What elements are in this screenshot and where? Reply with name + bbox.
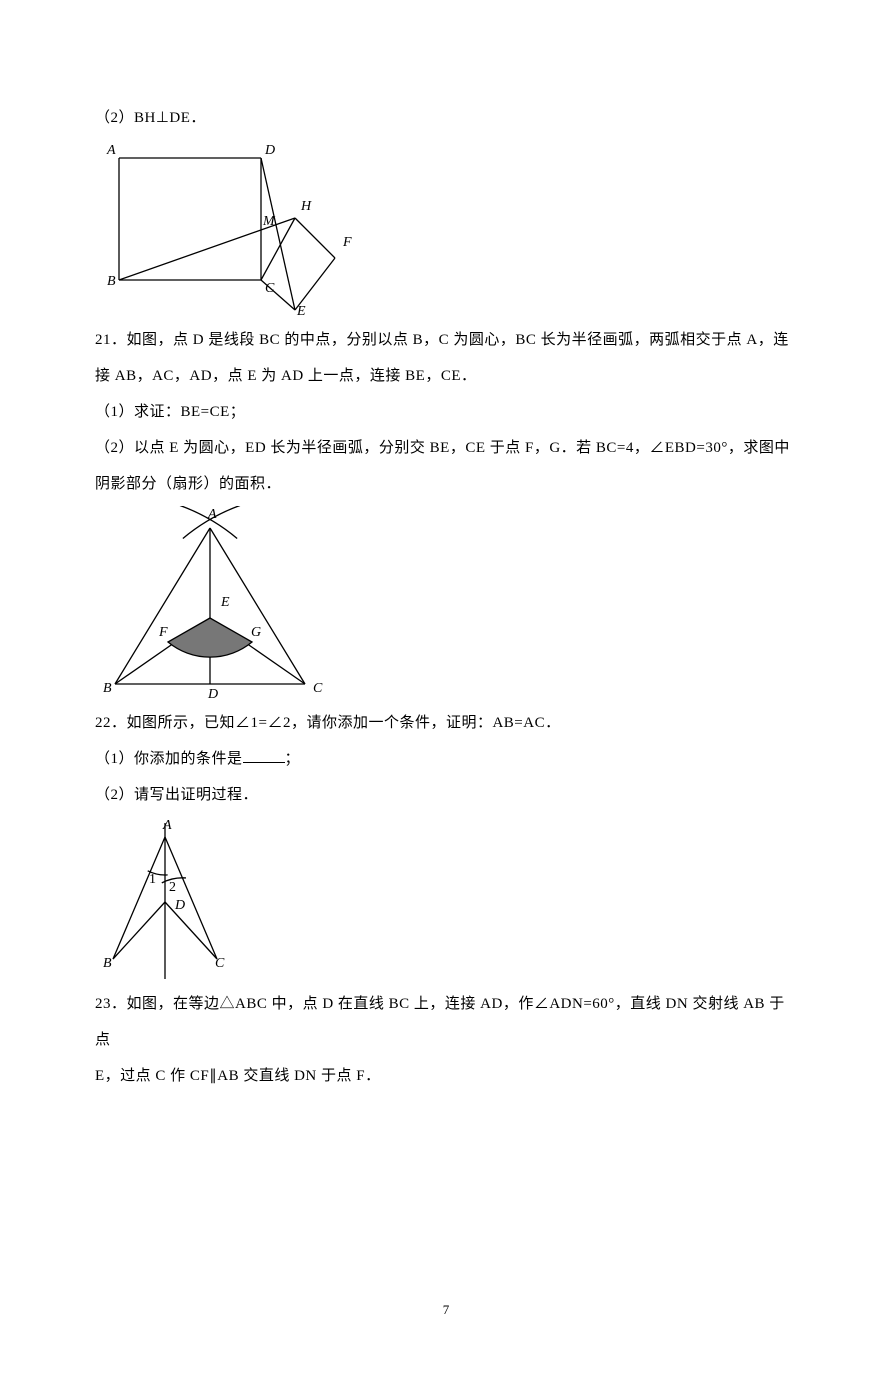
q22-part1-prefix: （1）你添加的条件是 <box>95 751 243 767</box>
svg-text:B: B <box>103 956 112 971</box>
svg-text:A: A <box>106 143 116 158</box>
svg-text:F: F <box>158 625 168 640</box>
svg-text:F: F <box>342 235 352 250</box>
q21-part2b: 阴影部分（扇形）的面积． <box>95 466 797 502</box>
q21-part1: （1）求证：BE=CE； <box>95 394 797 430</box>
svg-text:D: D <box>174 898 185 913</box>
svg-text:M: M <box>262 214 276 229</box>
q22-part1: （1）你添加的条件是 ； <box>95 741 797 777</box>
q21-line2: 接 AB，AC，AD，点 E 为 AD 上一点，连接 BE，CE． <box>95 358 797 394</box>
figure-22: 12 A D B C <box>95 817 245 982</box>
svg-text:A: A <box>162 818 172 833</box>
svg-text:A: A <box>207 507 217 522</box>
svg-text:C: C <box>265 281 275 296</box>
q21-part2a: （2）以点 E 为圆心，ED 长为半径画弧，分别交 BE，CE 于点 F，G．若… <box>95 430 797 466</box>
figure-21: A E F G B D C <box>95 506 325 701</box>
page-number: 7 <box>95 1294 797 1325</box>
svg-text:H: H <box>300 199 312 214</box>
q21-line1: 21．如图，点 D 是线段 BC 的中点，分别以点 B，C 为圆心，BC 长为半… <box>95 322 797 358</box>
svg-text:2: 2 <box>169 880 176 895</box>
svg-text:E: E <box>296 304 306 318</box>
q22-line1: 22．如图所示，已知∠1=∠2，请你添加一个条件，证明：AB=AC． <box>95 705 797 741</box>
svg-text:G: G <box>251 625 261 640</box>
q23-line1: 23．如图，在等边△ABC 中，点 D 在直线 BC 上，连接 AD，作∠ADN… <box>95 986 797 1058</box>
svg-text:B: B <box>107 274 116 289</box>
q22-part2: （2）请写出证明过程． <box>95 777 797 813</box>
q23-line2: E，过点 C 作 CF∥AB 交直线 DN 于点 F． <box>95 1058 797 1094</box>
svg-text:D: D <box>207 687 218 701</box>
svg-text:C: C <box>313 681 323 696</box>
q20-part2-text: （2）BH⊥DE． <box>95 100 797 136</box>
svg-text:1: 1 <box>149 872 156 887</box>
svg-text:E: E <box>220 595 230 610</box>
svg-text:B: B <box>103 681 112 696</box>
q22-part1-suffix: ； <box>285 751 301 767</box>
svg-text:D: D <box>264 143 275 158</box>
figure-20: A D B C M H F E <box>95 140 355 318</box>
svg-text:C: C <box>215 956 225 971</box>
q22-blank <box>243 749 285 764</box>
